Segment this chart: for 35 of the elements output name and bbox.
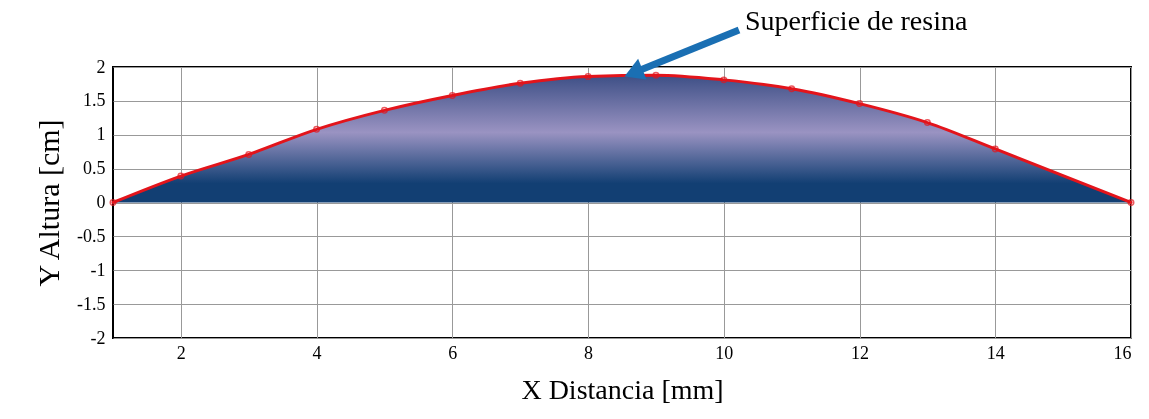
point xyxy=(1127,199,1135,206)
point xyxy=(923,119,931,127)
x-tick-label: 4 xyxy=(312,342,322,363)
point xyxy=(991,145,999,153)
x-tick-label: 2 xyxy=(176,342,186,363)
point xyxy=(516,79,524,87)
point xyxy=(380,106,388,114)
point xyxy=(856,100,864,108)
text: Superficie de resina xyxy=(745,5,968,36)
y-tick-label: -1.5 xyxy=(77,293,106,314)
y-tick-label: 0.5 xyxy=(83,158,106,179)
x-tick-label: 16 xyxy=(1113,342,1132,363)
point xyxy=(720,76,728,84)
point xyxy=(245,150,253,158)
point xyxy=(788,85,796,93)
point xyxy=(448,91,456,99)
point xyxy=(313,125,321,133)
point xyxy=(584,73,592,80)
x-tick-label: 8 xyxy=(584,342,594,363)
y-tick-label: 2 xyxy=(96,56,106,77)
x-tick-label: 12 xyxy=(851,342,870,363)
x-tick-label: 10 xyxy=(715,342,734,363)
point xyxy=(177,172,185,180)
y-axis-title: Y Altura [cm] xyxy=(32,119,66,287)
y-tick-label: -0.5 xyxy=(77,225,106,246)
x-axis-title: X Distancia [mm] xyxy=(521,373,724,405)
y-tick-label: -2 xyxy=(90,327,106,348)
y-tick-label: 0 xyxy=(96,192,106,212)
point xyxy=(109,199,117,206)
x-tick-label: 14 xyxy=(986,342,1005,363)
y-tick-label: 1.5 xyxy=(83,90,106,111)
y-tick-label: 1 xyxy=(96,124,106,145)
y-tick-label: -1 xyxy=(90,259,106,280)
point xyxy=(652,71,660,79)
x-tick-label: 6 xyxy=(448,342,458,363)
